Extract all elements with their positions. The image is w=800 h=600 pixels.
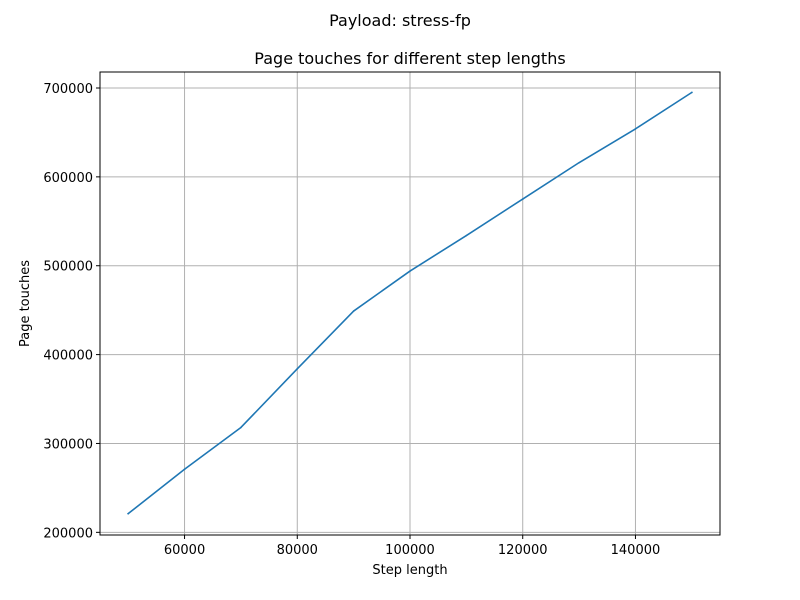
data-point xyxy=(240,426,242,429)
x-tick-label: 80000 xyxy=(277,543,318,558)
grid-lines xyxy=(100,72,720,535)
y-tick-label: 200000 xyxy=(43,526,93,541)
chart-suptitle: Payload: stress-fp xyxy=(329,11,471,30)
data-point xyxy=(578,161,580,164)
x-tick-label: 60000 xyxy=(164,543,205,558)
y-tick-label: 700000 xyxy=(43,82,93,97)
chart-title: Page touches for different step lengths xyxy=(254,49,565,68)
data-point xyxy=(691,91,693,94)
y-tick-label: 300000 xyxy=(43,437,93,452)
data-point xyxy=(409,270,411,272)
data-point xyxy=(521,198,524,200)
x-tick-label: 120000 xyxy=(498,543,548,558)
data-point xyxy=(465,234,468,237)
axis-ticks: 60000 80000 100000 120000 140000 200000 300000… xyxy=(43,82,660,558)
y-axis-label: Page touches xyxy=(18,260,33,347)
y-tick-label: 600000 xyxy=(43,171,93,186)
y-tick-label: 500000 xyxy=(43,260,93,275)
data-point xyxy=(183,468,186,471)
data-point xyxy=(352,310,355,312)
x-tick-label: 140000 xyxy=(611,543,661,558)
data-point xyxy=(296,368,299,370)
y-tick-label: 400000 xyxy=(43,349,93,364)
plot-series xyxy=(127,91,693,515)
x-axis-label: Step length xyxy=(372,563,447,578)
data-point xyxy=(634,128,637,130)
data-point xyxy=(127,512,129,515)
x-tick-label: 100000 xyxy=(385,543,435,558)
